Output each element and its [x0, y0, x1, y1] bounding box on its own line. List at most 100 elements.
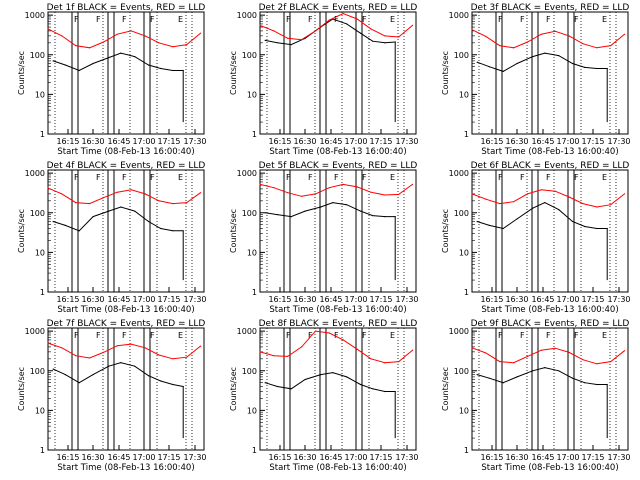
x-tick-label: 16:15 [480, 137, 503, 146]
lld-point [75, 45, 77, 47]
chart-title: Det 5f BLACK = Events, RED = LLD [259, 161, 418, 171]
event-marker: F [96, 173, 101, 182]
y-tick-label: 10 [459, 90, 469, 99]
x-tick-label: 17:15 [369, 453, 392, 462]
events-point [584, 382, 586, 384]
y-tick-label: 1000 [237, 327, 257, 336]
events-point [147, 64, 150, 66]
lld-point [116, 33, 118, 35]
lld-point [485, 198, 487, 200]
events-point [64, 374, 66, 376]
chart-title: Det 3f BLACK = Events, RED = LLD [471, 3, 630, 13]
lld-series-line [47, 28, 201, 49]
y-tick-label: 100 [30, 367, 45, 376]
events-point [172, 383, 174, 386]
x-tick-label: 17:15 [369, 137, 392, 146]
x-axis-label: Start Time (08-Feb-13 16:00:40) [57, 463, 194, 473]
lld-point [186, 44, 188, 46]
lld-point [411, 24, 414, 26]
lld-point [186, 356, 188, 358]
events-point [516, 218, 518, 220]
events-point [290, 216, 292, 218]
events-point [476, 220, 478, 223]
lld-point [144, 347, 146, 349]
events-point [558, 209, 560, 211]
lld-point [582, 359, 584, 361]
events-point [120, 206, 122, 208]
x-tick-label: 17:00 [556, 453, 579, 462]
events-series-line [53, 52, 184, 72]
x-tick-label: 16:45 [319, 453, 342, 462]
events-point [160, 67, 162, 70]
x-tick-label: 17:30 [607, 295, 630, 304]
plot-frame [47, 169, 205, 293]
lld-point [273, 30, 275, 32]
lld-point [172, 46, 174, 48]
events-series-line [477, 202, 608, 230]
lld-point [540, 349, 542, 351]
events-point [372, 215, 374, 217]
events-point [476, 61, 478, 63]
events-point [172, 230, 174, 232]
y-axis-label: Counts/sec [441, 209, 450, 253]
y-axis-label: Counts/sec [441, 51, 450, 95]
lld-point [199, 345, 202, 347]
plot-frame [259, 169, 417, 293]
event-marker: F [74, 173, 79, 182]
lld-series-line [471, 189, 625, 208]
lld-point [370, 358, 372, 360]
chart-panel: Det 9f BLACK = Events, RED = LLD F F F F E 1 10… [441, 319, 631, 473]
lld-point [499, 203, 501, 205]
event-marker: F [308, 15, 313, 24]
y-tick-label: 100 [242, 51, 257, 60]
chart-title: Det 9f BLACK = Events, RED = LLD [471, 319, 630, 329]
lld-point [47, 28, 49, 30]
events-point [290, 388, 292, 390]
y-tick-label: 10 [247, 248, 257, 257]
events-point [92, 216, 94, 218]
events-point [78, 382, 80, 384]
events-point [502, 382, 504, 384]
y-tick-label: 100 [30, 51, 45, 60]
x-tick-label: 16:45 [107, 453, 130, 462]
x-tick-label: 16:30 [505, 295, 528, 304]
y-tick-label: 1 [252, 446, 257, 455]
y-tick-label: 1 [464, 288, 469, 297]
events-point [384, 390, 386, 393]
events-point [264, 382, 266, 384]
event-marker: E [602, 331, 607, 340]
lld-point [102, 41, 105, 43]
lld-point [526, 193, 529, 195]
events-point [276, 385, 278, 388]
chart-title: Det 6f BLACK = Events, RED = LLD [471, 161, 630, 171]
y-tick-label: 10 [459, 406, 469, 415]
events-point [384, 216, 386, 218]
lld-point [568, 196, 570, 198]
x-tick-label: 17:15 [369, 295, 392, 304]
x-tick-label: 16:30 [81, 137, 104, 146]
lld-point [356, 186, 358, 188]
lld-point [287, 192, 289, 194]
events-point [596, 227, 598, 230]
lld-point [75, 202, 77, 204]
lld-point [485, 35, 487, 37]
y-axis-label: Counts/sec [17, 51, 26, 95]
event-marker: F [96, 331, 101, 340]
event-marker: F [308, 173, 313, 182]
plot-frame [471, 11, 629, 135]
events-point [332, 372, 334, 374]
event-marker: F [286, 15, 291, 24]
x-tick-label: 17:30 [607, 137, 630, 146]
lld-point [61, 35, 63, 37]
lld-point [554, 190, 556, 192]
x-tick-label: 17:15 [157, 453, 180, 462]
x-tick-label: 17:15 [581, 295, 604, 304]
events-point [488, 224, 490, 226]
events-point [52, 60, 54, 62]
lld-point [499, 361, 501, 363]
y-tick-label: 100 [30, 209, 45, 218]
x-axis-label: Start Time (08-Feb-13 16:00:40) [57, 147, 194, 157]
event-marker: E [390, 173, 395, 182]
y-tick-label: 100 [454, 51, 469, 60]
lld-point [568, 35, 570, 37]
